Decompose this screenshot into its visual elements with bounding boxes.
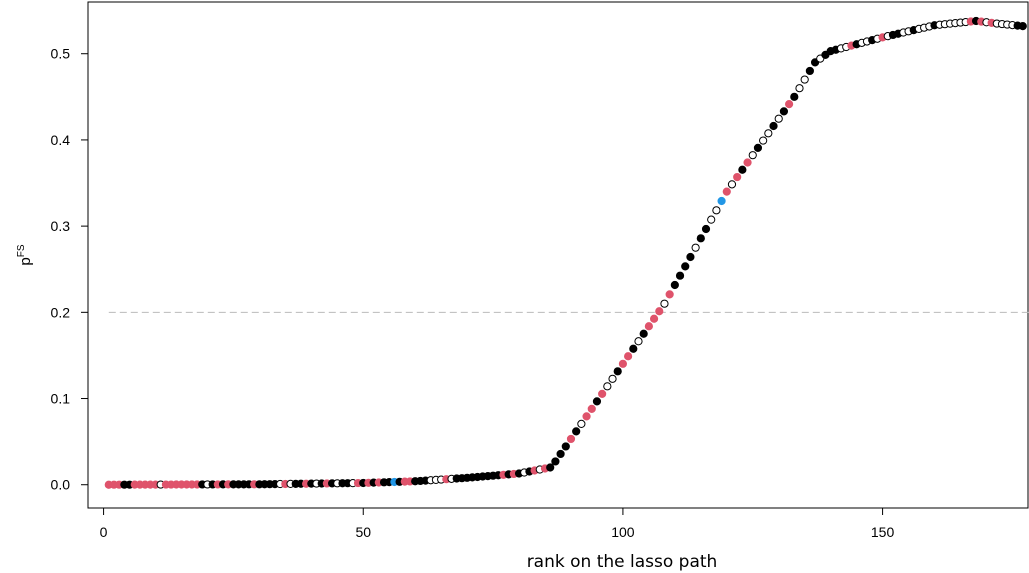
y-axis-title-main: p: [17, 257, 34, 265]
data-point-black: [779, 107, 789, 116]
data-point-red: [618, 359, 628, 368]
data-point-black: [561, 442, 570, 451]
data-point-black: [613, 367, 622, 376]
data-point-open: [748, 151, 757, 160]
data-point-red: [587, 404, 596, 413]
data-point-open: [634, 337, 643, 346]
data-point-open: [691, 243, 700, 252]
data-point-open: [800, 75, 809, 84]
data-point-open: [759, 136, 768, 145]
data-point-red: [743, 158, 752, 167]
data-point-black: [546, 463, 555, 472]
data-point-open: [727, 180, 737, 189]
data-point-open: [603, 382, 612, 391]
data-point-open: [764, 129, 773, 138]
data-point-open: [608, 374, 617, 383]
y-axis: 0.0 0.1 0.2 0.3 0.4 0.5: [51, 46, 88, 493]
data-point-open: [795, 84, 804, 93]
data-point-open: [660, 299, 669, 308]
y-tick-label: 0.4: [51, 132, 71, 148]
data-point-black: [551, 457, 560, 466]
data-point-red: [624, 352, 633, 361]
data-point-black: [805, 66, 814, 76]
data-point-red: [598, 389, 607, 398]
data-point-red: [785, 100, 794, 109]
y-tick-label: 0.0: [51, 477, 71, 493]
data-point-open: [712, 206, 721, 215]
data-point-black: [629, 344, 638, 353]
data-point-red: [733, 172, 742, 182]
data-point-red: [722, 187, 731, 196]
x-tick-label: 100: [611, 524, 635, 540]
data-point-open: [774, 114, 783, 123]
data-point-black: [686, 252, 695, 262]
svg-text:pFS: pFS: [16, 244, 34, 265]
data-point-black: [753, 143, 763, 152]
plot-frame: [87, 1, 1029, 509]
x-tick-label: 50: [355, 524, 371, 540]
data-point-black: [639, 329, 648, 338]
y-axis-title-superscript: FS: [16, 244, 27, 257]
data-point-red: [582, 412, 591, 421]
data-point-black: [556, 449, 565, 459]
data-point-red: [649, 314, 659, 323]
data-point-black: [675, 271, 685, 280]
data-point-red: [665, 290, 674, 299]
data-point-red: [566, 434, 576, 444]
y-tick-label: 0.3: [51, 218, 71, 234]
x-tick-label: 150: [871, 524, 895, 540]
data-point-open: [707, 215, 716, 224]
y-axis-title: pFS: [16, 244, 34, 265]
data-point-open: [577, 419, 586, 428]
data-point-red: [655, 307, 664, 316]
y-tick-label: 0.2: [51, 304, 71, 320]
data-point-black: [670, 280, 679, 290]
data-point-black: [790, 92, 799, 101]
data-point-black: [701, 224, 711, 234]
data-point-black: [681, 262, 690, 271]
data-point-black: [769, 121, 778, 131]
data-point-black: [696, 234, 705, 243]
data-points: [104, 16, 1027, 489]
data-point-blue: [717, 196, 726, 206]
x-axis: 0 50 100 150: [100, 508, 895, 540]
data-point-red: [644, 322, 653, 331]
x-tick-label: 0: [100, 524, 108, 540]
data-point-black: [738, 165, 747, 174]
y-tick-label: 0.1: [51, 391, 71, 407]
data-point-black: [572, 427, 581, 436]
x-axis-title: rank on the lasso path: [527, 552, 718, 572]
y-tick-label: 0.5: [51, 46, 71, 62]
data-point-black: [592, 397, 602, 406]
data-point-black: [1018, 22, 1027, 31]
